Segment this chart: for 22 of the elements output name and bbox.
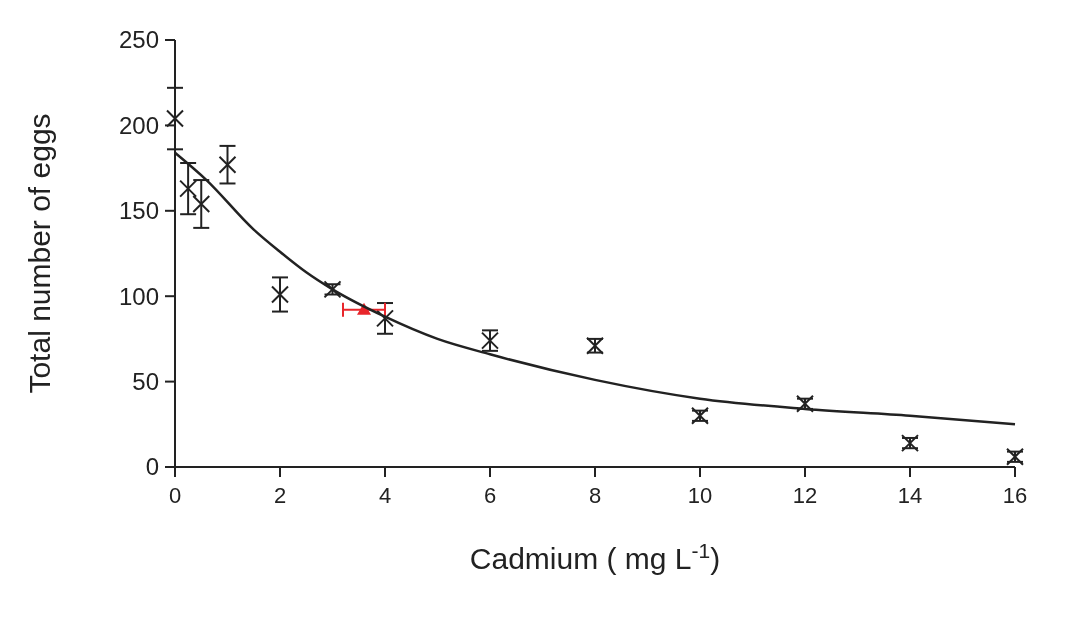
x-tick-label: 6 bbox=[483, 483, 497, 508]
y-tick-label: 50 bbox=[132, 368, 159, 395]
y-tick-label: 100 bbox=[118, 282, 159, 310]
y-tick-label: 150 bbox=[118, 197, 159, 225]
x-tick-label: 2 bbox=[273, 483, 287, 508]
y-tick-label: 200 bbox=[118, 111, 159, 139]
y-tick-label: 250 bbox=[118, 26, 159, 54]
point bbox=[166, 109, 184, 128]
x-tick-label: 10 bbox=[687, 483, 713, 508]
point bbox=[271, 285, 289, 304]
x-tick-label: 4 bbox=[378, 483, 392, 508]
x-tick-label: 12 bbox=[792, 483, 818, 508]
x-tick-label: 0 bbox=[168, 483, 182, 508]
point bbox=[376, 309, 394, 328]
y-axis-title: Total number of eggs bbox=[23, 113, 56, 394]
y-tick-label: 0 bbox=[145, 453, 159, 481]
x-axis-title: Cadmium ( mg L$^{-1}$) bbox=[469, 538, 721, 575]
x-tick-label: 8 bbox=[588, 483, 602, 508]
x-tick-label: 14 bbox=[897, 483, 923, 508]
point bbox=[218, 155, 237, 174]
point bbox=[192, 194, 211, 213]
x-tick-label: 16 bbox=[1002, 483, 1028, 508]
